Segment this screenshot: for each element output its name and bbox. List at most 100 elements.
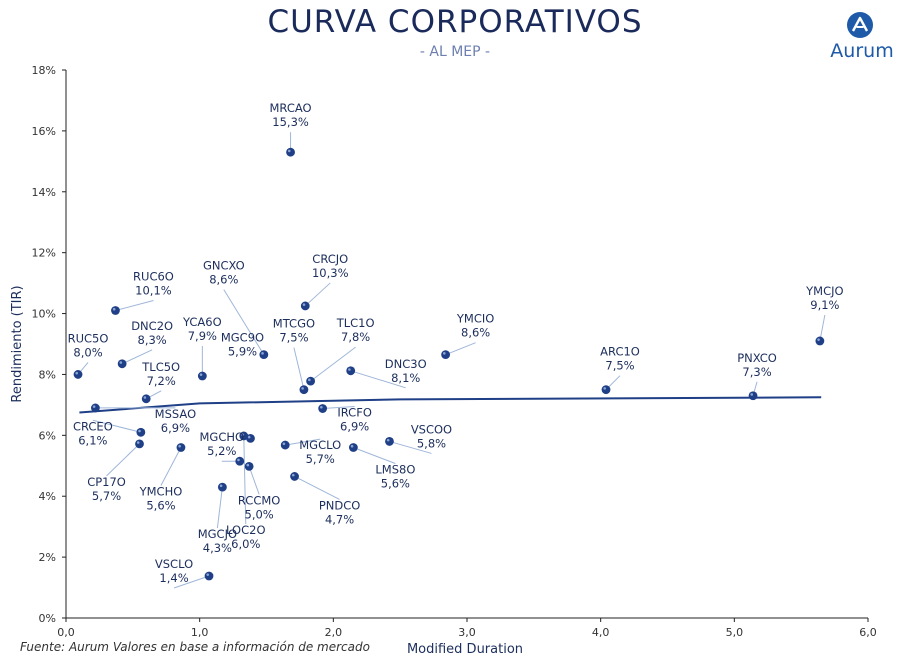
leader-line bbox=[121, 349, 153, 365]
point-mssao bbox=[91, 403, 100, 413]
x-tick-label: 2,0 bbox=[325, 626, 343, 639]
point-highlight bbox=[291, 473, 295, 477]
y-tick-label: 14% bbox=[32, 186, 56, 199]
leader-line bbox=[173, 575, 210, 589]
point-ruc5o bbox=[73, 370, 83, 379]
point-crceo bbox=[136, 427, 146, 437]
point-highlight bbox=[138, 429, 141, 433]
y-tick-label: 2% bbox=[39, 551, 56, 564]
logo-text: Aurum bbox=[830, 40, 894, 62]
value-yca6o: 7,9% bbox=[188, 329, 217, 343]
point-ymcho bbox=[176, 443, 186, 452]
point-highlight bbox=[199, 373, 203, 376]
point-highlight bbox=[219, 484, 223, 488]
point-highlight bbox=[112, 307, 116, 311]
label-mgclo: MGCLO bbox=[299, 438, 341, 452]
leader-line bbox=[293, 347, 305, 390]
point-highlight bbox=[350, 444, 354, 448]
point-tlc1o bbox=[306, 376, 316, 386]
label-mssao: MSSAO bbox=[155, 407, 196, 421]
x-tick-label: 3,0 bbox=[458, 626, 476, 639]
leader-lines bbox=[77, 132, 826, 589]
point-highlight bbox=[75, 371, 79, 375]
label-vscoo: VSCOO bbox=[411, 422, 452, 436]
y-axis-title: Rendimiento (TIR) bbox=[10, 285, 25, 402]
point-highlight bbox=[261, 352, 264, 355]
point-highlight bbox=[143, 396, 147, 399]
chart-title: CURVA CORPORATIVOS bbox=[267, 4, 643, 40]
label-lms8o: LMS8O bbox=[375, 463, 415, 477]
point-highlight bbox=[119, 361, 123, 364]
value-mssao: 6,9% bbox=[161, 421, 190, 435]
label-pnxco: PNXCO bbox=[737, 351, 777, 365]
label-crcjo: CRCJO bbox=[312, 252, 348, 266]
value-mgcjo: 4,3% bbox=[203, 541, 232, 555]
chart-subtitle: - AL MEP - bbox=[419, 44, 491, 60]
value-rccmo: 5,0% bbox=[245, 507, 274, 521]
label-arc1o: ARC1O bbox=[600, 345, 640, 359]
source-note: Fuente: Aurum Valores en base a informac… bbox=[20, 640, 370, 654]
value-ircfo: 6,9% bbox=[340, 420, 369, 434]
point-highlight bbox=[308, 378, 311, 382]
point-highlight bbox=[443, 352, 446, 355]
leader-line bbox=[216, 487, 223, 529]
leader-line bbox=[819, 314, 826, 342]
value-mtcgo: 7,5% bbox=[279, 331, 308, 345]
leader-line bbox=[92, 419, 141, 433]
value-lms8o: 5,6% bbox=[381, 477, 410, 491]
point-ymcjo bbox=[815, 336, 825, 346]
point-highlight bbox=[750, 393, 754, 396]
value-mgclo: 5,7% bbox=[306, 452, 335, 466]
point-highlight bbox=[603, 387, 607, 390]
point-cp17o bbox=[135, 439, 144, 449]
aurum-logo-icon bbox=[847, 12, 873, 38]
point-pnxco bbox=[748, 391, 758, 401]
leader-line bbox=[160, 447, 182, 486]
leader-line bbox=[353, 447, 396, 464]
leader-line bbox=[389, 440, 432, 454]
leader-line bbox=[223, 289, 265, 355]
point-highlight bbox=[287, 149, 291, 153]
point-highlight bbox=[206, 573, 210, 576]
y-tick-label: 0% bbox=[39, 612, 56, 625]
point-vscoo bbox=[385, 437, 394, 446]
leader-line bbox=[248, 466, 260, 495]
data-points bbox=[73, 147, 825, 581]
y-tick-label: 4% bbox=[39, 490, 56, 503]
label-mgcjo: MGCJO bbox=[198, 527, 237, 541]
value-dnc2o: 8,3% bbox=[138, 333, 167, 347]
point-highlight bbox=[247, 435, 251, 439]
value-mgc9o: 5,9% bbox=[228, 344, 257, 358]
point-highlight bbox=[348, 368, 351, 371]
label-ymcho: YMCHO bbox=[139, 485, 183, 499]
point-ruc6o bbox=[111, 306, 120, 315]
label-dnc2o: DNC2O bbox=[131, 319, 173, 333]
value-crcjo: 10,3% bbox=[312, 266, 349, 280]
label-ircfo: IRCFO bbox=[337, 406, 372, 420]
value-mrcao: 15,3% bbox=[272, 115, 309, 129]
value-ruc5o: 8,0% bbox=[73, 345, 102, 359]
value-vscoo: 5,8% bbox=[417, 436, 446, 450]
point-highlight bbox=[817, 338, 820, 341]
value-pnxco: 7,3% bbox=[742, 365, 771, 379]
point-mtcgo bbox=[299, 385, 309, 395]
point-rccmo bbox=[244, 461, 254, 471]
label-gncxo: GNCXO bbox=[203, 259, 245, 273]
y-tick-label: 16% bbox=[32, 125, 56, 138]
point-highlight bbox=[386, 438, 390, 442]
label-pndco: PNDCO bbox=[319, 498, 360, 512]
leader-line bbox=[285, 438, 321, 446]
label-cp17o: CP17O bbox=[87, 475, 126, 489]
point-highlight bbox=[320, 405, 323, 409]
label-loc2o: LOC2O bbox=[226, 523, 265, 537]
point-highlight bbox=[136, 441, 140, 444]
y-tick-label: 6% bbox=[39, 429, 56, 442]
label-mtcgo: MTCGO bbox=[273, 317, 315, 331]
y-tick-label: 10% bbox=[32, 308, 56, 321]
label-mrcao: MRCAO bbox=[270, 101, 312, 115]
value-vsclo: 1,4% bbox=[159, 571, 188, 585]
point-highlight bbox=[302, 303, 306, 306]
point-pndco bbox=[290, 472, 299, 481]
point-yca6o bbox=[197, 371, 207, 381]
